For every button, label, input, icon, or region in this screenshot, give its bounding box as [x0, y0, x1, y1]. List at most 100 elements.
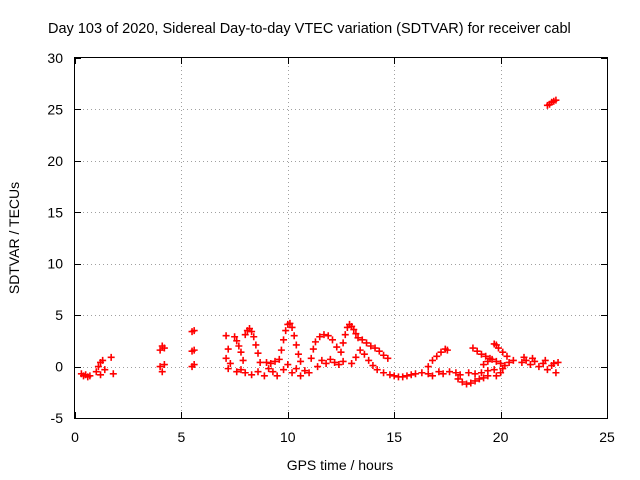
data-point: [354, 334, 362, 342]
y-axis-label: SDTVAR / TECUs: [6, 182, 22, 294]
data-point: [231, 333, 239, 341]
data-point: [337, 348, 345, 356]
data-point: [288, 323, 296, 331]
data-point: [552, 369, 560, 377]
data-point: [311, 338, 319, 346]
data-point: [97, 371, 105, 379]
data-point: [324, 332, 332, 340]
data-point: [356, 346, 364, 354]
data-point: [320, 331, 328, 339]
y-tick-label: -5: [51, 410, 64, 426]
data-point: [190, 327, 198, 335]
data-point: [473, 347, 481, 355]
data-point: [250, 333, 258, 341]
data-point: [318, 356, 326, 364]
data-point: [456, 371, 464, 379]
data-point: [492, 372, 500, 380]
data-point: [424, 370, 432, 378]
data-point: [290, 332, 298, 340]
data-point: [367, 342, 375, 350]
data-point: [358, 336, 366, 344]
data-point: [499, 348, 507, 356]
data-point: [429, 372, 437, 380]
data-point: [452, 369, 460, 377]
data-point: [352, 330, 360, 338]
data-point: [94, 363, 102, 371]
data-point: [265, 365, 273, 373]
data-point: [352, 353, 360, 361]
data-point: [288, 369, 296, 377]
data-point: [248, 328, 256, 336]
data-point: [390, 372, 398, 380]
data-point: [433, 352, 441, 360]
data-point: [222, 332, 230, 340]
data-point: [535, 363, 543, 371]
data-point: [375, 347, 383, 355]
data-point: [471, 377, 479, 385]
data-point: [403, 372, 411, 380]
data-point: [331, 358, 339, 366]
data-point: [316, 333, 324, 341]
data-point: [254, 349, 262, 357]
data-point: [224, 345, 232, 353]
data-point: [369, 362, 377, 370]
data-point: [554, 358, 562, 366]
data-point: [241, 369, 249, 377]
data-point: [271, 357, 279, 365]
data-point: [292, 341, 300, 349]
data-point: [309, 345, 317, 353]
data-point: [492, 357, 500, 365]
y-tick-label: 5: [55, 307, 63, 323]
data-point: [469, 344, 477, 352]
x-tick-label: 20: [493, 429, 509, 445]
data-point: [190, 346, 198, 354]
data-point: [418, 369, 426, 377]
data-point: [429, 356, 437, 364]
data-point: [326, 355, 334, 363]
x-axis-label: GPS time / hours: [287, 457, 394, 473]
data-point: [463, 380, 471, 388]
data-point: [526, 361, 534, 369]
x-tick-label: 15: [386, 429, 402, 445]
data-point: [335, 361, 343, 369]
data-point: [467, 379, 475, 387]
data-point: [380, 369, 388, 377]
plot-frame: [74, 57, 608, 419]
data-point: [269, 368, 277, 376]
data-point: [314, 363, 322, 371]
data-point: [454, 375, 462, 383]
y-tick-label: 15: [47, 204, 63, 220]
data-point: [490, 366, 498, 374]
data-point: [160, 344, 168, 352]
data-point: [509, 356, 517, 364]
data-point: [107, 353, 115, 361]
data-point: [373, 366, 381, 374]
data-point: [226, 359, 234, 367]
data-point: [237, 366, 245, 374]
data-point: [443, 346, 451, 354]
data-point: [297, 357, 305, 365]
data-point: [439, 370, 447, 378]
data-point: [529, 354, 537, 362]
data-point: [543, 366, 551, 374]
data-point: [284, 361, 292, 369]
data-point: [275, 355, 283, 363]
data-point: [365, 356, 373, 364]
data-point: [333, 343, 341, 351]
data-point: [86, 372, 94, 380]
data-point: [360, 350, 368, 358]
data-point: [233, 337, 241, 345]
data-point: [254, 368, 262, 376]
data-point: [237, 348, 245, 356]
data-point: [307, 354, 315, 362]
data-point: [286, 319, 294, 327]
data-point: [160, 361, 168, 369]
data-point: [475, 375, 483, 383]
data-point: [480, 361, 488, 369]
data-point: [552, 96, 560, 104]
data-point: [477, 369, 485, 377]
data-point: [458, 378, 466, 386]
data-point: [477, 350, 485, 358]
data-point: [328, 336, 336, 344]
